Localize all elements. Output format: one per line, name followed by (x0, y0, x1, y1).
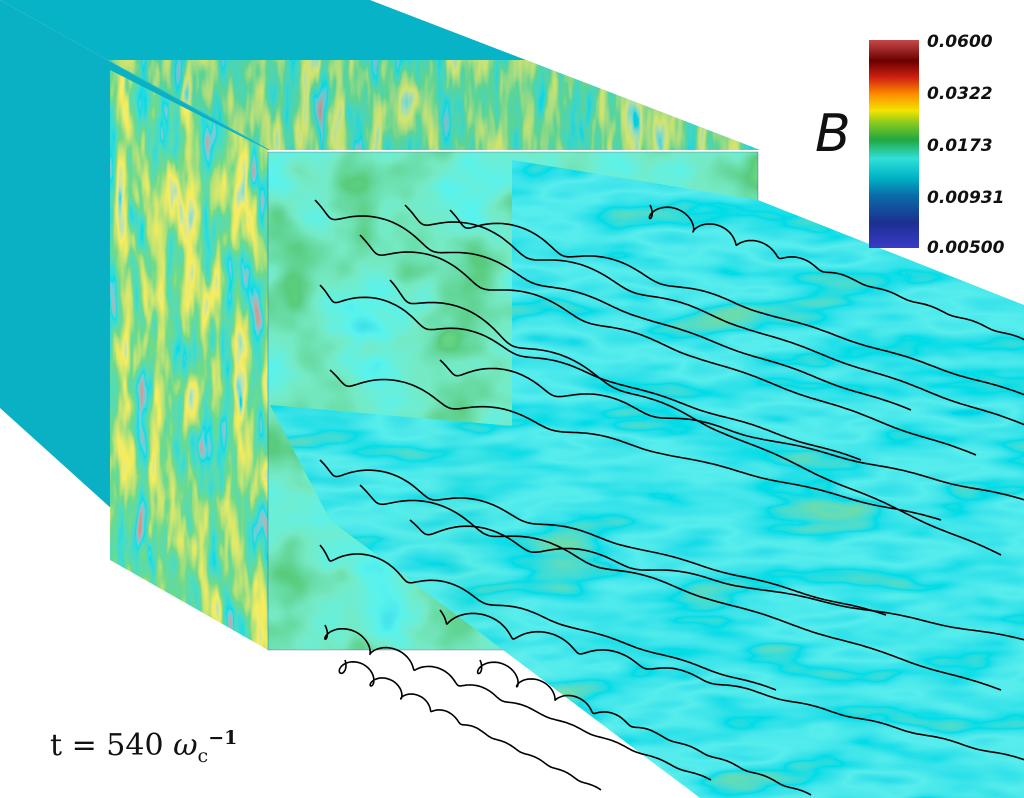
trajectory-path (319, 284, 862, 461)
trajectory-path (439, 609, 1024, 761)
trajectory-path (359, 484, 1002, 691)
particle-trajectories (314, 199, 1024, 796)
trajectory-path (404, 204, 1024, 426)
trajectory-path (476, 659, 812, 796)
colorbar-title: B (815, 104, 851, 164)
trajectory-path (439, 359, 1024, 501)
trajectory-path (338, 659, 602, 791)
trajectory-path (329, 369, 942, 521)
trajectory-path (648, 204, 1024, 341)
colorbar-tick-3: 0.0173 (927, 136, 993, 156)
colorbar-gradient (869, 40, 919, 248)
colorbar-tick-max: 0.0600 (927, 32, 993, 52)
colorbar (869, 40, 919, 248)
colorbar-tick-2: 0.0322 (927, 84, 993, 104)
trajectory-path (359, 234, 977, 456)
trajectory-path (409, 519, 1024, 641)
trajectory-path (449, 209, 1024, 396)
trajectory-path (319, 544, 777, 691)
time-label: t = 540 ωc−1 (50, 727, 238, 767)
colorbar-tick-4: 0.00931 (927, 188, 1005, 208)
trajectory-path (324, 624, 712, 781)
trajectory-path (314, 199, 912, 411)
colorbar-tick-min: 0.00500 (927, 238, 1005, 258)
trajectory-path (319, 459, 887, 616)
side-face-field (110, 70, 268, 650)
